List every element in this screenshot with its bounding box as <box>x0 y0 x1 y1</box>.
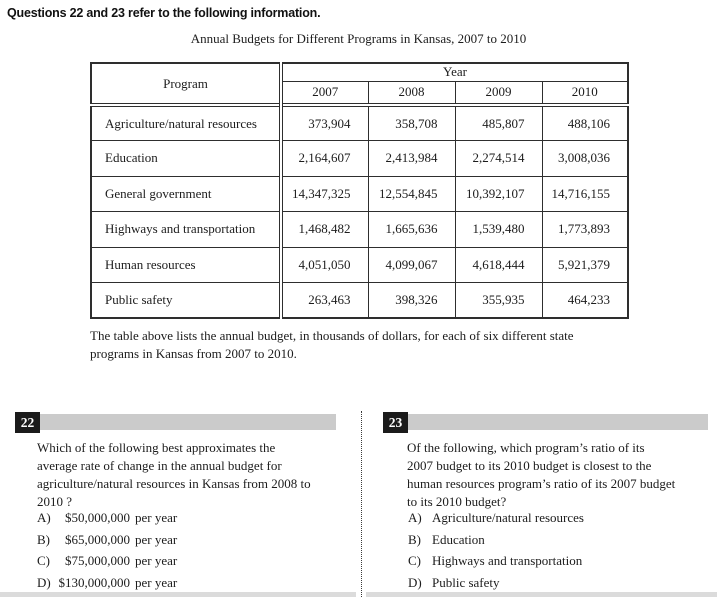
choice-row-a: A) Agriculture/natural resources <box>408 507 584 529</box>
table-header-year-2007: 2007 <box>279 80 369 106</box>
choice-unit: per year <box>135 510 178 525</box>
question-22-stem: Which of the following best approximates… <box>37 439 311 511</box>
table-cell-value: 464,233 <box>541 282 629 319</box>
table-header-year-2008: 2008 <box>367 80 456 106</box>
choice-letter: C) <box>37 553 50 568</box>
budget-table: Program Year 2007 2008 2009 2010 Agricul… <box>90 62 630 319</box>
table-cell-value: 2,413,984 <box>367 140 456 177</box>
table-row: Human resources 4,051,050 4,099,067 4,61… <box>90 246 629 283</box>
table-cell-value: 1,665,636 <box>367 211 456 248</box>
table-row: General government 14,347,325 12,554,845… <box>90 175 629 212</box>
column-divider <box>361 411 362 597</box>
choice-label: Agriculture/natural resources <box>432 510 584 525</box>
choice-unit: per year <box>135 531 178 547</box>
stem-line: 2007 budget to its 2010 budget is closes… <box>407 458 652 473</box>
table-cell-program: General government <box>90 175 282 212</box>
choice-label: Highways and transportation <box>432 553 583 568</box>
table-cell-value: 3,008,036 <box>541 140 629 177</box>
question-23-header-bar <box>408 414 708 430</box>
table-cell-value: 1,468,482 <box>279 211 369 248</box>
stem-line: 2010 ? <box>37 494 73 509</box>
stem-line: agriculture/natural resources in Kansas … <box>37 476 311 491</box>
choice-letter: A) <box>37 510 51 525</box>
choice-amount: $50,000,000 <box>65 510 130 525</box>
table-cell-value: 2,164,607 <box>279 140 369 177</box>
question-22-number-badge: 22 <box>15 412 40 433</box>
question-22-header-bar <box>40 414 336 430</box>
choice-amount: $65,000,000 <box>65 531 130 547</box>
table-caption-line: The table above lists the annual budget,… <box>90 328 574 343</box>
choice-row-c: C) $75,000,000 per year <box>37 550 177 572</box>
table-header-row-1: Program Year <box>90 62 629 106</box>
choice-label: Public safety <box>432 574 500 590</box>
next-question-bar-partial-right <box>366 592 717 597</box>
table-cell-value: 488,106 <box>541 103 629 141</box>
choice-row-c: C) Highways and transportation <box>408 550 584 572</box>
table-cell-program: Education <box>90 140 282 177</box>
table-cell-value: 358,708 <box>367 103 456 141</box>
table-row: Public safety 263,463 398,326 355,935 46… <box>90 282 629 319</box>
next-question-bar-partial-left <box>0 592 356 597</box>
choice-row-d: D) Public safety <box>408 572 584 594</box>
table-cell-value: 1,773,893 <box>541 211 629 248</box>
choice-letter: D) <box>37 574 51 590</box>
table-cell-value: 263,463 <box>279 282 369 319</box>
choice-row-b: B) $65,000,000 per year <box>37 529 177 551</box>
table-header-program: Program <box>90 62 282 106</box>
stem-line: average rate of change in the annual bud… <box>37 458 282 473</box>
choice-unit: per year <box>135 553 178 568</box>
choice-letter: B) <box>37 531 50 547</box>
table-header-year: Year <box>278 62 629 82</box>
table-cell-value: 2,274,514 <box>454 140 543 177</box>
choice-letter: D) <box>408 574 422 590</box>
table-cell-value: 12,554,845 <box>367 175 456 212</box>
choice-row-b: B) Education <box>408 529 584 551</box>
table-cell-program: Public safety <box>90 282 282 319</box>
question-22-choices: A) $50,000,000 per year B) $65,000,000 p… <box>37 507 177 593</box>
choice-letter: C) <box>408 553 421 568</box>
choice-row-a: A) $50,000,000 per year <box>37 507 177 529</box>
choice-label: Education <box>432 531 485 547</box>
choice-unit: per year <box>135 574 178 590</box>
table-caption: The table above lists the annual budget,… <box>90 327 710 362</box>
table-row: Highways and transportation 1,468,482 1,… <box>90 211 629 248</box>
section-header: Questions 22 and 23 refer to the followi… <box>7 6 321 20</box>
choice-letter: A) <box>408 510 422 525</box>
table-header-row-2: 2007 2008 2009 2010 <box>91 80 629 106</box>
stem-line: to its 2010 budget? <box>407 494 507 509</box>
table-cell-value: 4,618,444 <box>454 246 543 283</box>
table-cell-value: 485,807 <box>454 103 543 141</box>
choice-row-d: D) $130,000,000 per year <box>37 572 177 594</box>
choice-amount: $75,000,000 <box>65 553 130 568</box>
table-cell-value: 373,904 <box>279 103 369 141</box>
table-cell-value: 4,051,050 <box>279 246 369 283</box>
question-23-stem: Of the following, which program’s ratio … <box>407 439 675 511</box>
table-cell-value: 1,539,480 <box>454 211 543 248</box>
table-row: Education 2,164,607 2,413,984 2,274,514 … <box>90 140 629 177</box>
table-cell-program: Agriculture/natural resources <box>90 103 282 141</box>
stem-line: Of the following, which program’s ratio … <box>407 440 645 455</box>
stem-line: Which of the following best approximates… <box>37 440 276 455</box>
table-title: Annual Budgets for Different Programs in… <box>190 31 527 46</box>
table-cell-value: 10,392,107 <box>454 175 543 212</box>
question-23-choices: A) Agriculture/natural resources B) Educ… <box>408 507 584 593</box>
table-cell-value: 14,347,325 <box>279 175 369 212</box>
choice-amount: $130,000,000 <box>58 574 131 590</box>
table-cell-value: 5,921,379 <box>541 246 629 283</box>
choice-letter: B) <box>408 531 421 547</box>
table-caption-line: programs in Kansas from 2007 to 2010. <box>90 345 297 361</box>
table-row: Agriculture/natural resources 373,904 35… <box>90 103 629 141</box>
table-cell-value: 355,935 <box>454 282 543 319</box>
table-cell-program: Highways and transportation <box>90 211 282 248</box>
table-cell-value: 398,326 <box>367 282 456 319</box>
stem-line: human resources program’s ratio of its 2… <box>407 476 676 491</box>
question-23-number-badge: 23 <box>383 412 408 433</box>
table-cell-value: 14,716,155 <box>541 175 629 212</box>
table-header-year-2010: 2010 <box>541 80 629 106</box>
table-header-year-2009: 2009 <box>454 80 543 106</box>
table-cell-program: Human resources <box>90 246 282 283</box>
table-cell-value: 4,099,067 <box>367 246 456 283</box>
